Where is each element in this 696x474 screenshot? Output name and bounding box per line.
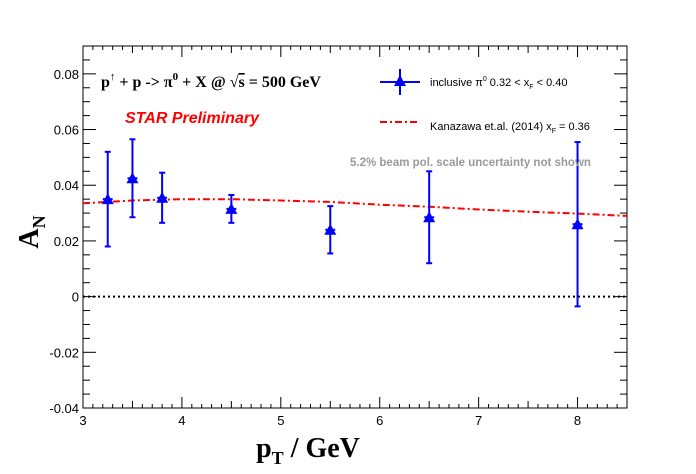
legend-data-sup: 0 — [483, 76, 487, 83]
data-point — [423, 170, 436, 265]
kanazawa-model-curve — [82, 198, 628, 217]
x-tick-label: 8 — [574, 413, 581, 428]
y-tick-label: -0.04 — [49, 401, 79, 416]
y-tick-labels: -0.04 -0.02 0 0.02 0.04 0.06 0.08 — [49, 67, 79, 416]
legend-model-label: Kanazawa et.al. (2014) xF = 0.36 — [430, 121, 590, 135]
legend-entry-model: Kanazawa et.al. (2014) xF = 0.36 — [380, 121, 590, 135]
legend-model-prefix: Kanazawa et.al. (2014) x — [430, 121, 552, 133]
y-tick-label: 0.02 — [54, 234, 79, 249]
reaction-pi-charge: 0 — [173, 71, 179, 83]
x-axis-title-main: p — [256, 433, 272, 464]
x-tick-label: 7 — [475, 413, 482, 428]
reaction-proton-1: p — [101, 74, 110, 91]
data-point — [126, 138, 139, 219]
reaction-part-2: + p -> π — [115, 74, 172, 91]
legend-model-sub: F — [552, 128, 556, 135]
y-axis-title-sub: N — [29, 215, 49, 228]
axis-ticks — [82, 45, 628, 409]
legend-data-sub: F — [529, 84, 533, 91]
x-tick-label: 5 — [277, 413, 284, 428]
data-point — [101, 150, 114, 248]
reaction-part-3: + X @ — [178, 74, 230, 91]
plot-frame — [82, 45, 628, 409]
triangle-marker — [156, 191, 169, 203]
triangle-marker — [126, 172, 139, 184]
y-axis-title-main: A — [14, 228, 45, 249]
y-tick-label: 0.04 — [54, 178, 79, 193]
triangle-marker — [571, 218, 584, 230]
triangle-marker — [225, 202, 238, 214]
reaction-label: p↑ + p -> π0 + X @ √s = 500 GeV — [101, 71, 321, 91]
x-tick-label: 3 — [79, 413, 86, 428]
legend-data-mid: 0.32 < x — [487, 77, 530, 89]
data-points — [101, 138, 584, 308]
x-tick-label: 6 — [376, 413, 383, 428]
y-tick-label: 0 — [72, 290, 79, 305]
legend-data-label: inclusive π0 0.32 < xF < 0.40 — [430, 76, 568, 91]
y-axis-title: AN — [14, 215, 49, 248]
reaction-spin-arrow: ↑ — [110, 71, 116, 83]
triangle-marker — [101, 193, 114, 205]
triangle-marker — [423, 211, 436, 223]
x-tick-label: 4 — [178, 413, 185, 428]
legend-entry-data: inclusive π0 0.32 < xF < 0.40 — [380, 69, 568, 95]
legend-data-prefix: inclusive π — [430, 77, 483, 89]
x-axis-title: pT / GeV — [256, 433, 360, 468]
reaction-sqrt: √ — [230, 74, 239, 91]
triangle-marker — [324, 223, 337, 235]
y-tick-label: 0.08 — [54, 67, 79, 82]
reaction-s: s — [238, 74, 244, 91]
data-point — [571, 141, 584, 308]
legend-triangle-marker — [394, 75, 406, 86]
y-tick-label: 0.06 — [54, 123, 79, 138]
x-axis-title-sub: T — [272, 448, 284, 468]
x-tick-labels: 3 4 5 6 7 8 — [79, 413, 581, 428]
legend-model-suffix: = 0.36 — [556, 121, 590, 133]
data-point — [225, 193, 238, 224]
polarization-uncertainty-note: 5.2% beam pol. scale uncertainty not sho… — [350, 157, 591, 169]
legend-data-suffix: < 0.40 — [534, 77, 568, 89]
star-preliminary-label: STAR Preliminary — [125, 110, 260, 127]
data-point — [324, 205, 337, 255]
reaction-energy: = 500 GeV — [245, 74, 322, 91]
data-point — [156, 171, 169, 224]
y-tick-label: -0.02 — [49, 345, 79, 360]
x-axis-title-rest: / GeV — [284, 433, 360, 464]
